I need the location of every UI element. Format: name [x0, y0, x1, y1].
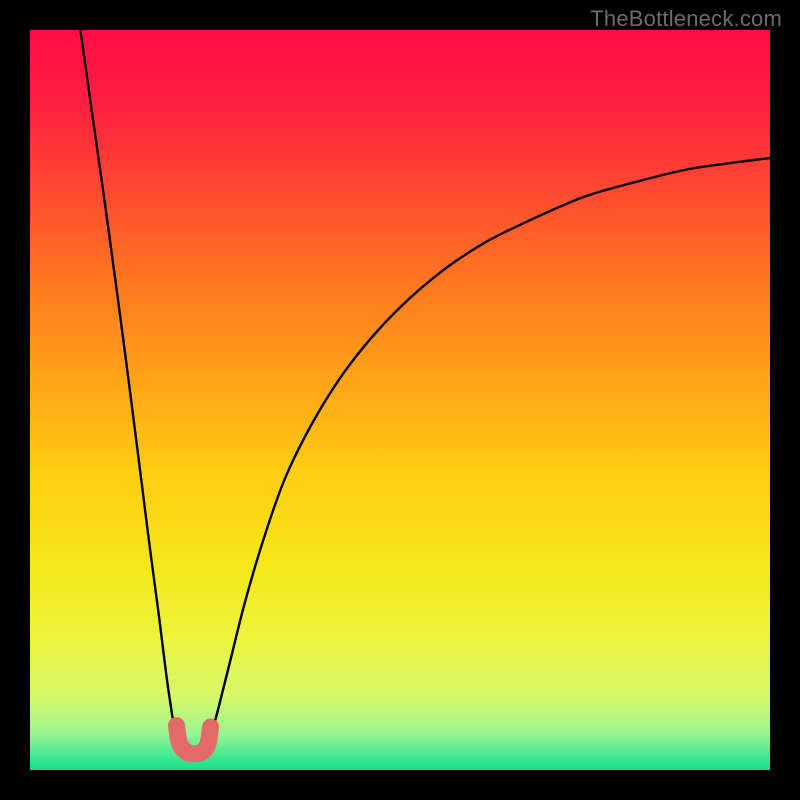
- bottleneck-chart: [0, 0, 800, 800]
- watermark-text: TheBottleneck.com: [590, 6, 782, 32]
- chart-stage: TheBottleneck.com: [0, 0, 800, 800]
- plot-background: [30, 30, 770, 770]
